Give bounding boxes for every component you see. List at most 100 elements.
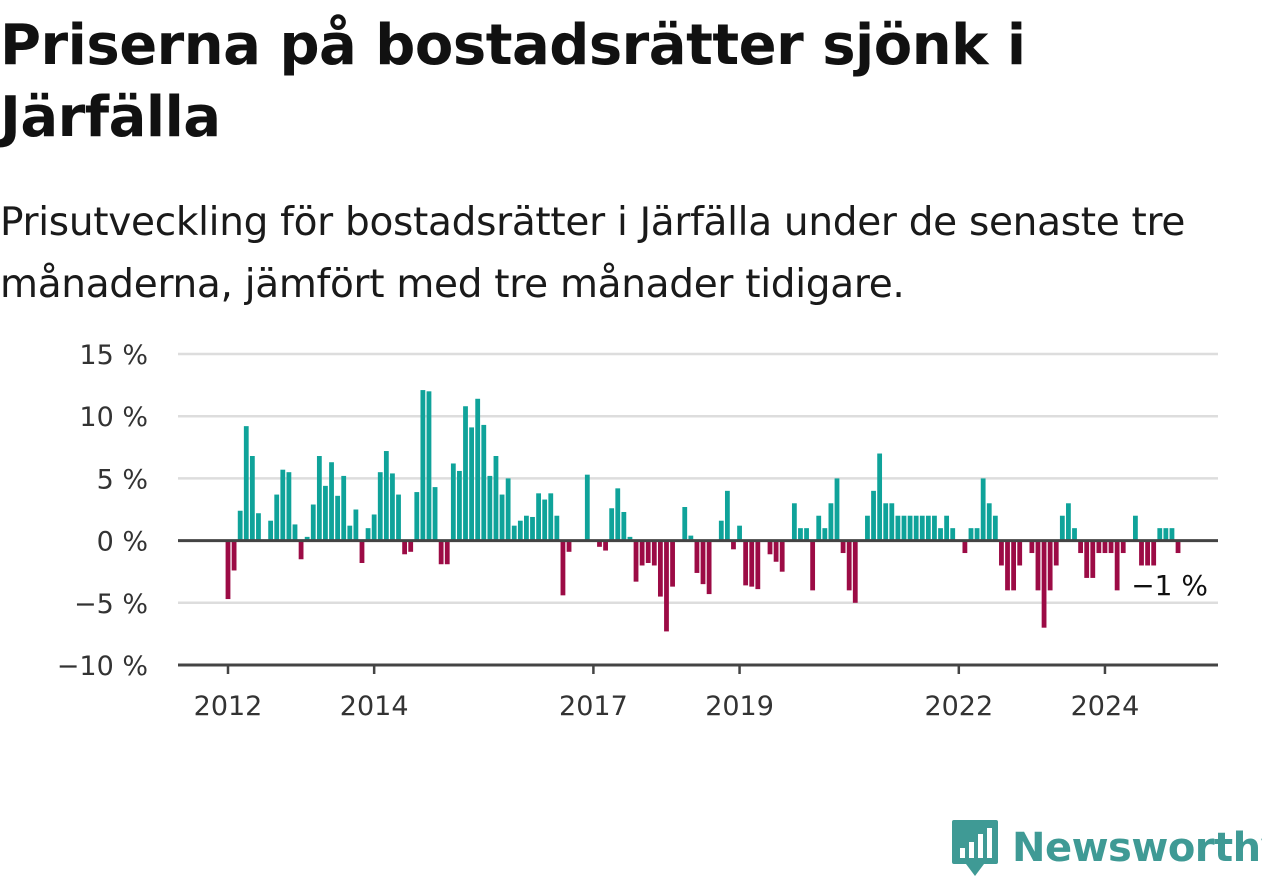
bar	[499, 494, 505, 541]
bar	[773, 540, 779, 562]
bar	[1157, 528, 1163, 541]
bar	[231, 540, 237, 571]
bar	[992, 515, 998, 541]
bar	[749, 540, 755, 587]
bar	[1163, 528, 1169, 541]
bar	[938, 528, 943, 541]
bar	[402, 540, 408, 555]
y-tick-label: 15 %	[79, 340, 148, 371]
bar	[249, 456, 255, 541]
bar	[371, 514, 377, 541]
bar	[323, 485, 328, 541]
bar	[1005, 540, 1010, 591]
y-tick-label: 0 %	[97, 527, 148, 558]
bar	[1047, 540, 1053, 591]
bar	[493, 456, 499, 541]
bar	[365, 528, 371, 541]
newsworthy-logo-icon	[952, 820, 998, 876]
bar	[505, 478, 511, 541]
bar	[554, 515, 560, 541]
bar	[298, 540, 304, 560]
bar	[1145, 540, 1150, 566]
bar	[944, 515, 950, 541]
x-tick-label: 2019	[705, 691, 774, 722]
bar	[834, 478, 840, 541]
bar	[621, 511, 627, 541]
bar	[816, 515, 822, 541]
bar	[511, 525, 517, 541]
bar-chart: 15 % 10 % 5 % 0 % −5 % −10 % 2012 2014 2017 2019 2…	[57, 340, 1218, 722]
bar	[999, 540, 1004, 566]
bar	[517, 520, 523, 541]
bar	[237, 510, 243, 541]
bar	[256, 513, 261, 541]
bar	[524, 515, 529, 541]
bar	[609, 508, 615, 541]
bar	[731, 540, 736, 550]
bar	[743, 540, 749, 586]
bar	[633, 540, 639, 582]
bar	[627, 536, 633, 541]
bar	[724, 490, 730, 541]
bar	[560, 540, 566, 596]
bar	[657, 540, 663, 597]
bar	[377, 472, 383, 541]
bar	[457, 470, 462, 541]
bar	[737, 525, 742, 541]
x-tick-label: 2017	[559, 691, 628, 722]
bar	[530, 516, 535, 541]
bar	[1169, 528, 1175, 541]
bar	[1017, 540, 1023, 566]
bar	[895, 515, 901, 541]
bar	[1133, 515, 1138, 541]
bar	[664, 540, 669, 632]
bar	[791, 503, 797, 541]
bar	[383, 451, 389, 541]
bar	[1108, 540, 1114, 554]
bar	[871, 490, 876, 541]
bar	[828, 503, 834, 541]
bar	[798, 528, 803, 541]
bar	[268, 520, 274, 541]
bar	[390, 473, 395, 541]
bar	[463, 406, 468, 541]
bar	[919, 515, 925, 541]
bar	[865, 515, 870, 541]
bar	[852, 540, 858, 603]
bar	[1139, 540, 1144, 566]
bar	[779, 540, 785, 572]
bar	[310, 504, 316, 541]
bar	[304, 536, 310, 541]
bar	[822, 528, 828, 541]
bar	[694, 540, 700, 573]
bar	[810, 540, 816, 591]
y-tick-label: 5 %	[97, 464, 148, 495]
bar	[603, 540, 608, 551]
bar	[1175, 540, 1181, 554]
bar	[1072, 528, 1077, 541]
bar	[1084, 540, 1090, 578]
bar	[755, 540, 761, 590]
bar	[1029, 540, 1035, 554]
bar	[335, 495, 341, 541]
axis-labels: 15 % 10 % 5 % 0 % −5 % −10 % 2012 2014 2017 2019 2…	[57, 340, 1208, 722]
bar	[548, 493, 554, 541]
bar	[706, 540, 712, 595]
bar	[280, 469, 286, 541]
bar	[913, 515, 919, 541]
bar	[1120, 540, 1126, 554]
bar	[639, 540, 645, 566]
bar	[974, 528, 980, 541]
bar	[804, 528, 809, 541]
bar	[670, 540, 675, 587]
bar	[877, 453, 883, 541]
bar	[426, 391, 432, 541]
bar	[700, 540, 706, 585]
bar	[432, 487, 438, 541]
bar	[414, 492, 420, 541]
bar	[1041, 540, 1047, 628]
bar	[292, 524, 298, 541]
bar	[889, 503, 895, 541]
x-tick-label: 2022	[924, 691, 993, 722]
bar	[688, 535, 694, 541]
